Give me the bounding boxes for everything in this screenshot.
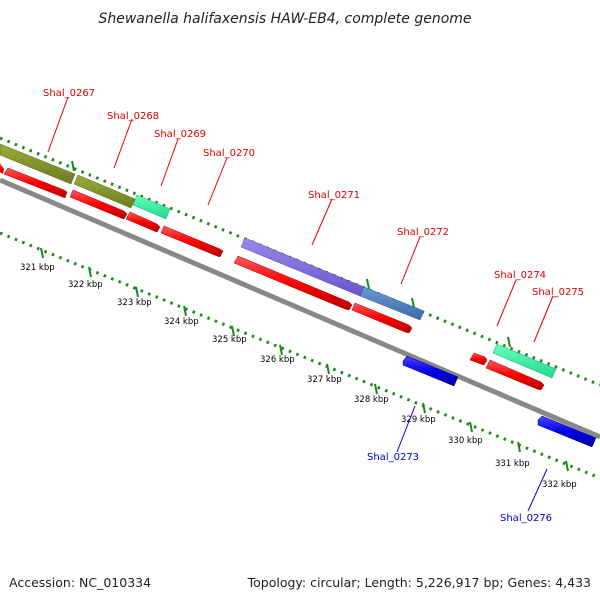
genome-summary: Topology: circular; Length: 5,226,917 bp… (247, 575, 591, 590)
cds-arrow-shal-0275 (485, 359, 545, 391)
kbp-label: 331 kbp (495, 459, 530, 469)
feature-bar-mint (132, 194, 171, 220)
lower-major-tick (88, 266, 92, 278)
gene-label-shal-0268: Shal_0268 (107, 111, 159, 122)
lower-major-tick (374, 383, 378, 395)
accession-label: Accession: NC_010334 (9, 575, 151, 590)
lower-major-tick (279, 344, 283, 356)
gene-label-shal-0272: Shal_0272 (397, 227, 449, 238)
cds-arrow-shal-0271 (233, 255, 353, 311)
kbp-label: 328 kbp (354, 395, 389, 405)
gene-label-shal-0276: Shal_0276 (500, 513, 552, 524)
lower-major-tick (326, 363, 330, 375)
gene-label-shal-0270: Shal_0270 (203, 148, 255, 159)
cds-arrow-forward (469, 352, 488, 366)
map-title: Shewanella halifaxensis HAW-EB4, complet… (98, 11, 471, 27)
lower-major-tick (135, 286, 139, 298)
kbp-label: 332 kbp (542, 480, 577, 490)
gene-label-shal-0273: Shal_0273 (367, 452, 419, 463)
upper-major-tick (71, 160, 75, 172)
gene-label-shal-0269: Shal_0269 (154, 129, 206, 140)
upper-major-tick (366, 278, 370, 290)
cds-arrow-shal-0270 (160, 225, 224, 258)
kbp-label: 330 kbp (448, 436, 483, 446)
kbp-label: 323 kbp (117, 298, 152, 308)
lower-major-tick (469, 421, 473, 433)
lower-major-tick (517, 441, 521, 453)
kbp-label: 322 kbp (68, 280, 103, 290)
lower-major-tick (231, 325, 235, 337)
genome-backbone (0, 177, 600, 440)
lower-major-tick (183, 305, 187, 317)
kbp-scale: 321 kbp 322 kbp 323 kbp 324 kbp 325 kbp … (20, 263, 577, 490)
kbp-label: 325 kbp (212, 335, 247, 345)
reverse-cds-track (402, 355, 597, 448)
cds-arrow-shal-0276 (537, 415, 597, 448)
gene-label-shal-0274: Shal_0274 (494, 270, 546, 281)
gene-labels: Shal_0267 Shal_0268 Shal_0269 Shal_0270 … (43, 88, 584, 524)
kbp-label: 326 kbp (260, 355, 295, 365)
gene-label-shal-0267: Shal_0267 (43, 88, 95, 99)
lower-major-tick (565, 460, 569, 472)
cds-arrow-shal-0268 (69, 189, 128, 220)
cds-arrow-shal-0269 (125, 211, 161, 233)
feature-bar-mint (492, 343, 557, 379)
feature-bar-olive (0, 143, 76, 185)
lower-major-tick (422, 402, 426, 414)
upper-major-tick (507, 336, 511, 348)
cds-arrow-shal-0273 (402, 355, 459, 387)
kbp-label: 324 kbp (164, 317, 199, 327)
forward-cds-track (0, 163, 545, 391)
upper-major-tick (411, 297, 415, 309)
feature-bar-olive (73, 174, 136, 209)
cds-arrow-shal-0267 (3, 167, 68, 199)
lower-tick-track (0, 231, 600, 480)
kbp-label: 321 kbp (20, 263, 55, 273)
lower-major-tick (40, 247, 44, 259)
cds-arrow-shal-0272 (351, 302, 413, 334)
feature-bar-steel (359, 286, 425, 321)
kbp-label: 327 kbp (307, 375, 342, 385)
gene-label-shal-0271: Shal_0271 (308, 190, 360, 201)
kbp-label: 329 kbp (401, 415, 436, 425)
upper-tick-track (0, 136, 600, 387)
gene-label-shal-0275: Shal_0275 (532, 287, 584, 298)
cds-arrow-shal-0267 (0, 163, 4, 174)
